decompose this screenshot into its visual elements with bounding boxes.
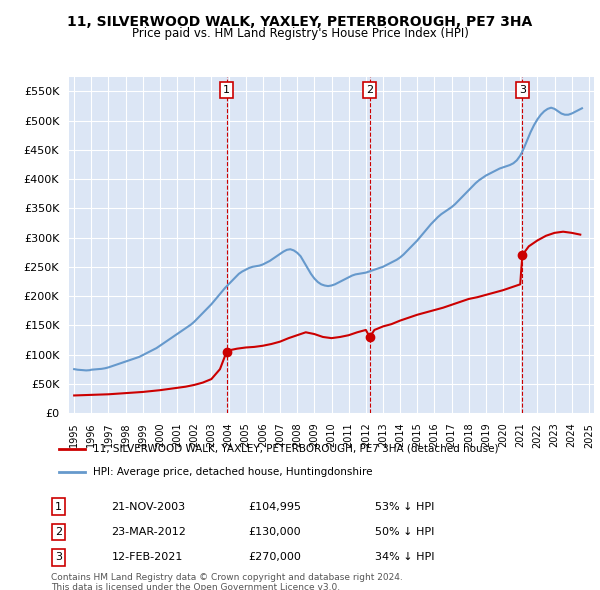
Text: 11, SILVERWOOD WALK, YAXLEY, PETERBOROUGH, PE7 3HA (detached house): 11, SILVERWOOD WALK, YAXLEY, PETERBOROUG… [93, 444, 499, 454]
Text: £270,000: £270,000 [248, 552, 302, 562]
Text: 12-FEB-2021: 12-FEB-2021 [112, 552, 183, 562]
Text: HPI: Average price, detached house, Huntingdonshire: HPI: Average price, detached house, Hunt… [93, 467, 373, 477]
Text: 3: 3 [55, 552, 62, 562]
Text: 23-MAR-2012: 23-MAR-2012 [112, 527, 186, 537]
Text: 50% ↓ HPI: 50% ↓ HPI [376, 527, 435, 537]
Text: 3: 3 [519, 85, 526, 95]
Text: Contains HM Land Registry data © Crown copyright and database right 2024.: Contains HM Land Registry data © Crown c… [51, 573, 403, 582]
Text: This data is licensed under the Open Government Licence v3.0.: This data is licensed under the Open Gov… [51, 583, 340, 590]
Text: 1: 1 [55, 502, 62, 512]
Text: Price paid vs. HM Land Registry's House Price Index (HPI): Price paid vs. HM Land Registry's House … [131, 27, 469, 40]
Text: 11, SILVERWOOD WALK, YAXLEY, PETERBOROUGH, PE7 3HA: 11, SILVERWOOD WALK, YAXLEY, PETERBOROUG… [67, 15, 533, 29]
Text: 1: 1 [223, 85, 230, 95]
Text: £130,000: £130,000 [248, 527, 301, 537]
Text: 21-NOV-2003: 21-NOV-2003 [112, 502, 185, 512]
Text: 2: 2 [55, 527, 62, 537]
Text: £104,995: £104,995 [248, 502, 302, 512]
Text: 53% ↓ HPI: 53% ↓ HPI [376, 502, 435, 512]
Text: 2: 2 [366, 85, 373, 95]
Text: 34% ↓ HPI: 34% ↓ HPI [376, 552, 435, 562]
